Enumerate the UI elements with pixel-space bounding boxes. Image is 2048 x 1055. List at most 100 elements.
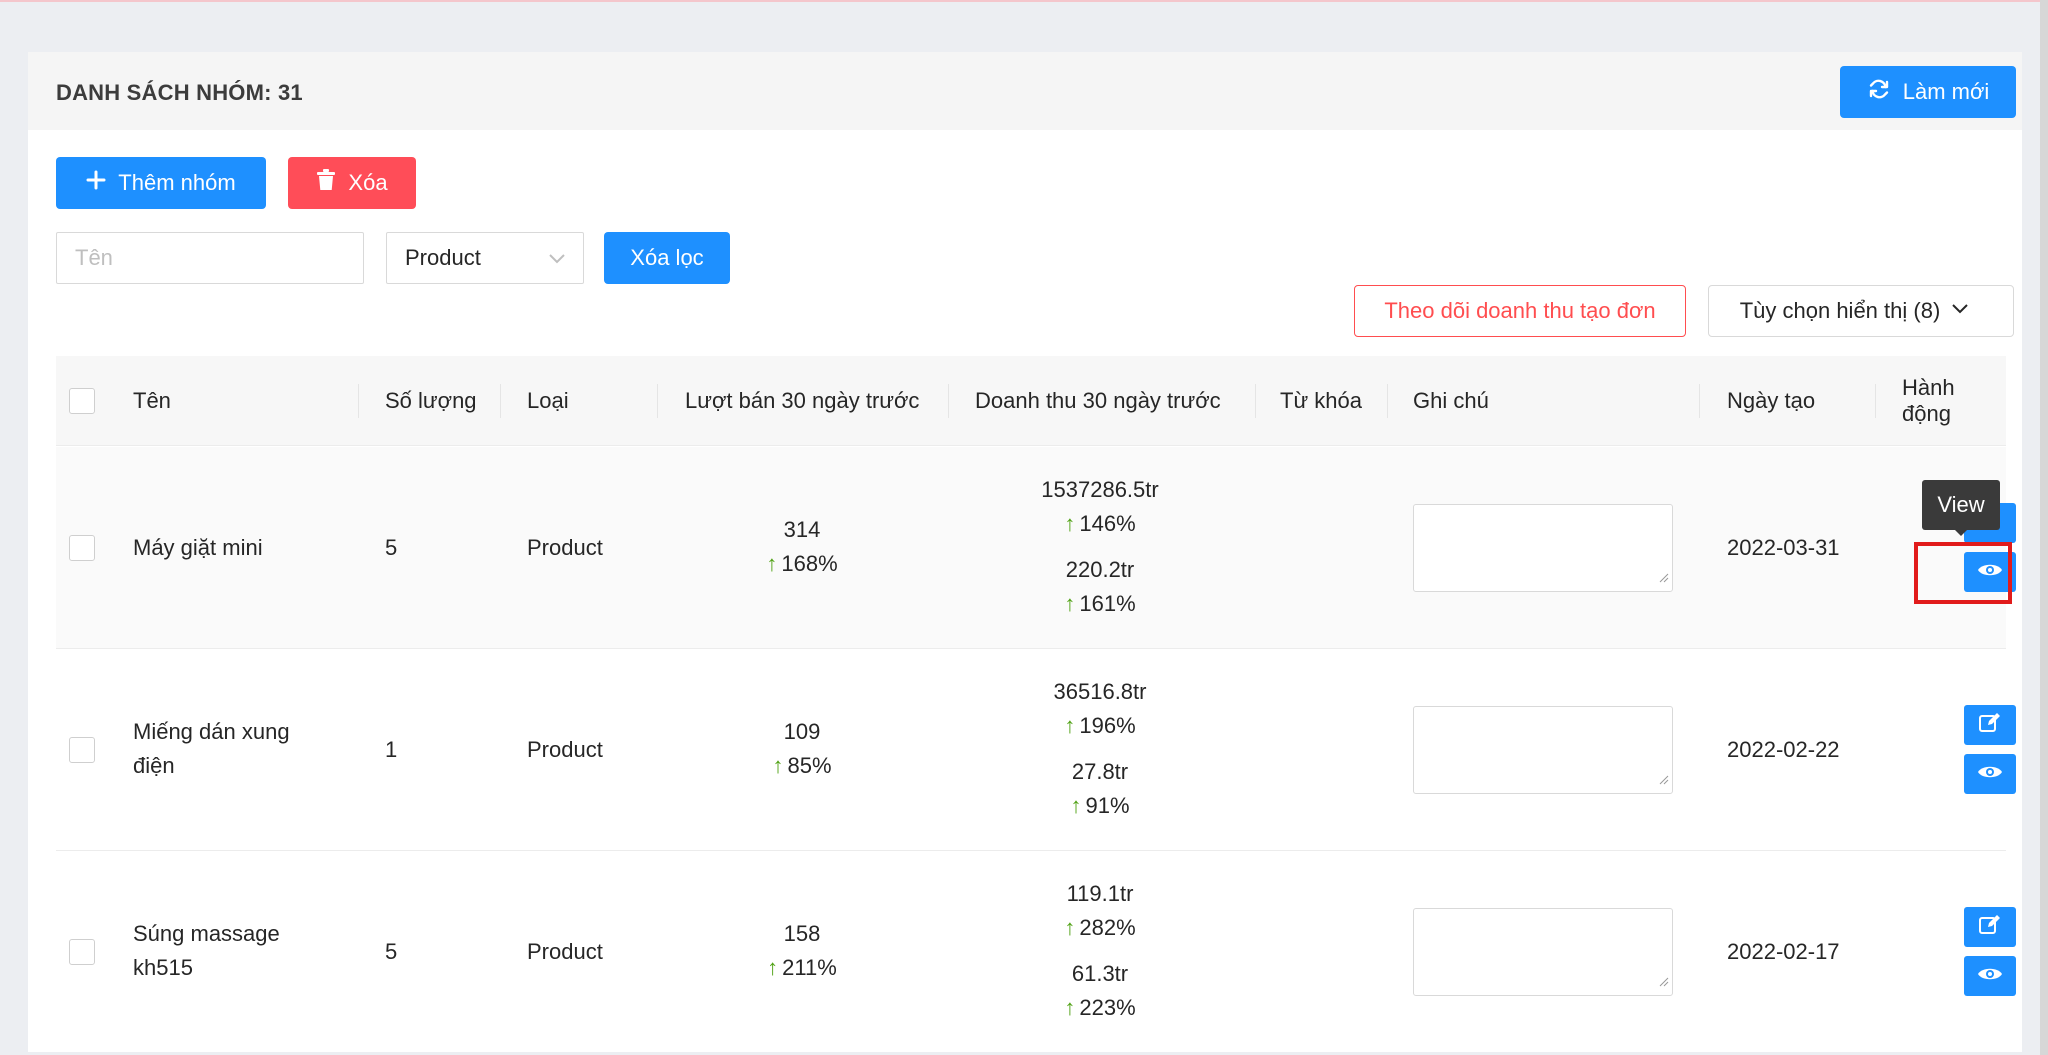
type-filter-value: Product (405, 245, 481, 270)
col-revenue[interactable]: Doanh thu 30 ngày trước (975, 388, 1221, 413)
sales-cell: 314 ↑ 168% (672, 513, 932, 581)
revenue-change: ↑ 196% (970, 709, 1230, 743)
resize-grip-icon[interactable] (1659, 570, 1669, 588)
row-created: 2022-02-17 (1727, 939, 1840, 964)
arrow-up-icon: ↑ (1064, 915, 1076, 940)
delete-label: Xóa (348, 170, 388, 195)
row-quantity: 5 (385, 535, 398, 560)
row-name: Máy giặt mini (133, 535, 263, 560)
column-divider (358, 384, 359, 418)
row-checkbox[interactable] (69, 939, 95, 965)
clear-filter-label: Xóa lọc (630, 245, 704, 270)
sales-cell: 109 ↑ 85% (672, 715, 932, 783)
arrow-up-icon: ↑ (1070, 793, 1082, 818)
column-divider (948, 384, 949, 418)
chevron-down-icon (547, 248, 567, 274)
col-note[interactable]: Ghi chú (1413, 388, 1489, 413)
revenue-value-2: 27.8tr (1071, 759, 1129, 784)
row-created: 2022-02-22 (1727, 737, 1840, 762)
col-type[interactable]: Loại (527, 388, 569, 413)
revenue-cell: 36516.8tr ↑ 196% 27.8tr ↑ 91% (970, 675, 1230, 823)
select-all-checkbox[interactable] (69, 388, 95, 414)
column-divider (1387, 384, 1388, 418)
edit-button[interactable] (1964, 705, 2016, 745)
highlight-box (1914, 542, 2012, 604)
view-button[interactable] (1964, 754, 2016, 794)
col-keyword[interactable]: Từ khóa (1280, 388, 1362, 413)
col-quantity[interactable]: Số lượng (385, 388, 477, 413)
table-row: Máy giặt mini 5 Product 314 ↑ 168% 153728… (56, 447, 2016, 649)
sales-change-value: 168% (781, 551, 838, 576)
sales-change: ↑ 168% (672, 547, 932, 581)
view-button[interactable] (1964, 552, 2016, 592)
plus-icon (86, 170, 118, 196)
column-divider (500, 384, 501, 418)
refresh-label: Làm mới (1902, 79, 1990, 104)
refresh-button[interactable]: Làm mới (1840, 66, 2016, 118)
sales-change-value: 211% (782, 955, 837, 980)
row-checkbox[interactable] (69, 535, 95, 561)
col-sales[interactable]: Lượt bán 30 ngày trước (685, 388, 920, 413)
revenue-cell: 119.1tr ↑ 282% 61.3tr ↑ 223% (970, 877, 1230, 1025)
row-quantity: 1 (385, 737, 398, 762)
revenue-change-2: ↑ 91% (970, 789, 1230, 823)
table-header: Tên Số lượng Loại Lượt bán 30 ngày trước… (56, 356, 2006, 446)
row-type: Product (527, 535, 603, 560)
arrow-up-icon: ↑ (766, 551, 778, 576)
sales-value: 158 (783, 921, 821, 946)
sales-change: ↑ 211% (672, 951, 932, 985)
row-name: Súng massage kh515 (133, 921, 280, 980)
revenue-change: ↑ 282% (970, 911, 1230, 945)
arrow-up-icon: ↑ (1064, 591, 1076, 616)
revenue-change-value: 146% (1079, 511, 1136, 536)
top-border (0, 0, 2048, 2)
revenue-change-value: 282% (1079, 915, 1136, 940)
column-divider (1255, 384, 1256, 418)
note-textarea[interactable] (1413, 908, 1673, 996)
revenue-change: ↑ 146% (970, 507, 1230, 541)
row-checkbox[interactable] (69, 737, 95, 763)
delete-button[interactable]: Xóa (288, 157, 416, 209)
display-options-button[interactable]: Tùy chọn hiển thị (8) (1708, 285, 2014, 337)
view-button[interactable] (1964, 956, 2016, 996)
arrow-up-icon: ↑ (1064, 713, 1076, 738)
eye-icon (1977, 763, 2003, 786)
note-textarea[interactable] (1413, 504, 1673, 592)
sales-change: ↑ 85% (672, 749, 932, 783)
tooltip-text: View (1937, 492, 1985, 517)
arrow-up-icon: ↑ (772, 753, 784, 778)
revenue-change-2: ↑ 223% (970, 991, 1230, 1025)
type-filter-select[interactable]: Product (386, 232, 584, 284)
row-name: Miếng dán xung điện (133, 719, 290, 778)
chevron-down-icon (1950, 298, 1982, 324)
tooltip-arrow (1955, 530, 1967, 536)
track-revenue-label: Theo dõi doanh thu tạo đơn (1384, 298, 1656, 323)
display-options-label: Tùy chọn hiển thị (8) (1739, 298, 1941, 323)
note-textarea[interactable] (1413, 706, 1673, 794)
edit-button[interactable] (1964, 907, 2016, 947)
sales-value: 109 (783, 719, 821, 744)
name-filter-placeholder: Tên (75, 245, 113, 270)
col-created[interactable]: Ngày tạo (1727, 388, 1816, 413)
name-filter-input[interactable]: Tên (56, 232, 364, 284)
edit-icon (1978, 914, 2002, 941)
col-action[interactable]: Hành động (1902, 375, 1955, 426)
row-created: 2022-03-31 (1727, 535, 1840, 560)
revenue-change-value-2: 91% (1085, 793, 1130, 818)
row-type: Product (527, 737, 603, 762)
add-group-label: Thêm nhóm (118, 170, 236, 195)
add-group-button[interactable]: Thêm nhóm (56, 157, 266, 209)
col-name[interactable]: Tên (133, 388, 171, 413)
refresh-icon (1867, 77, 1903, 107)
sales-cell: 158 ↑ 211% (672, 917, 932, 985)
track-revenue-button[interactable]: Theo dõi doanh thu tạo đơn (1354, 285, 1686, 337)
resize-grip-icon[interactable] (1659, 772, 1669, 790)
sales-change-value: 85% (787, 753, 832, 778)
revenue-value: 36516.8tr (1053, 679, 1147, 704)
revenue-change-value-2: 223% (1079, 995, 1136, 1020)
clear-filter-button[interactable]: Xóa lọc (604, 232, 730, 284)
resize-grip-icon[interactable] (1659, 974, 1669, 992)
page-title: DANH SÁCH NHÓM: 31 (56, 80, 303, 105)
arrow-up-icon: ↑ (1064, 995, 1076, 1020)
revenue-change-value-2: 161% (1079, 591, 1136, 616)
